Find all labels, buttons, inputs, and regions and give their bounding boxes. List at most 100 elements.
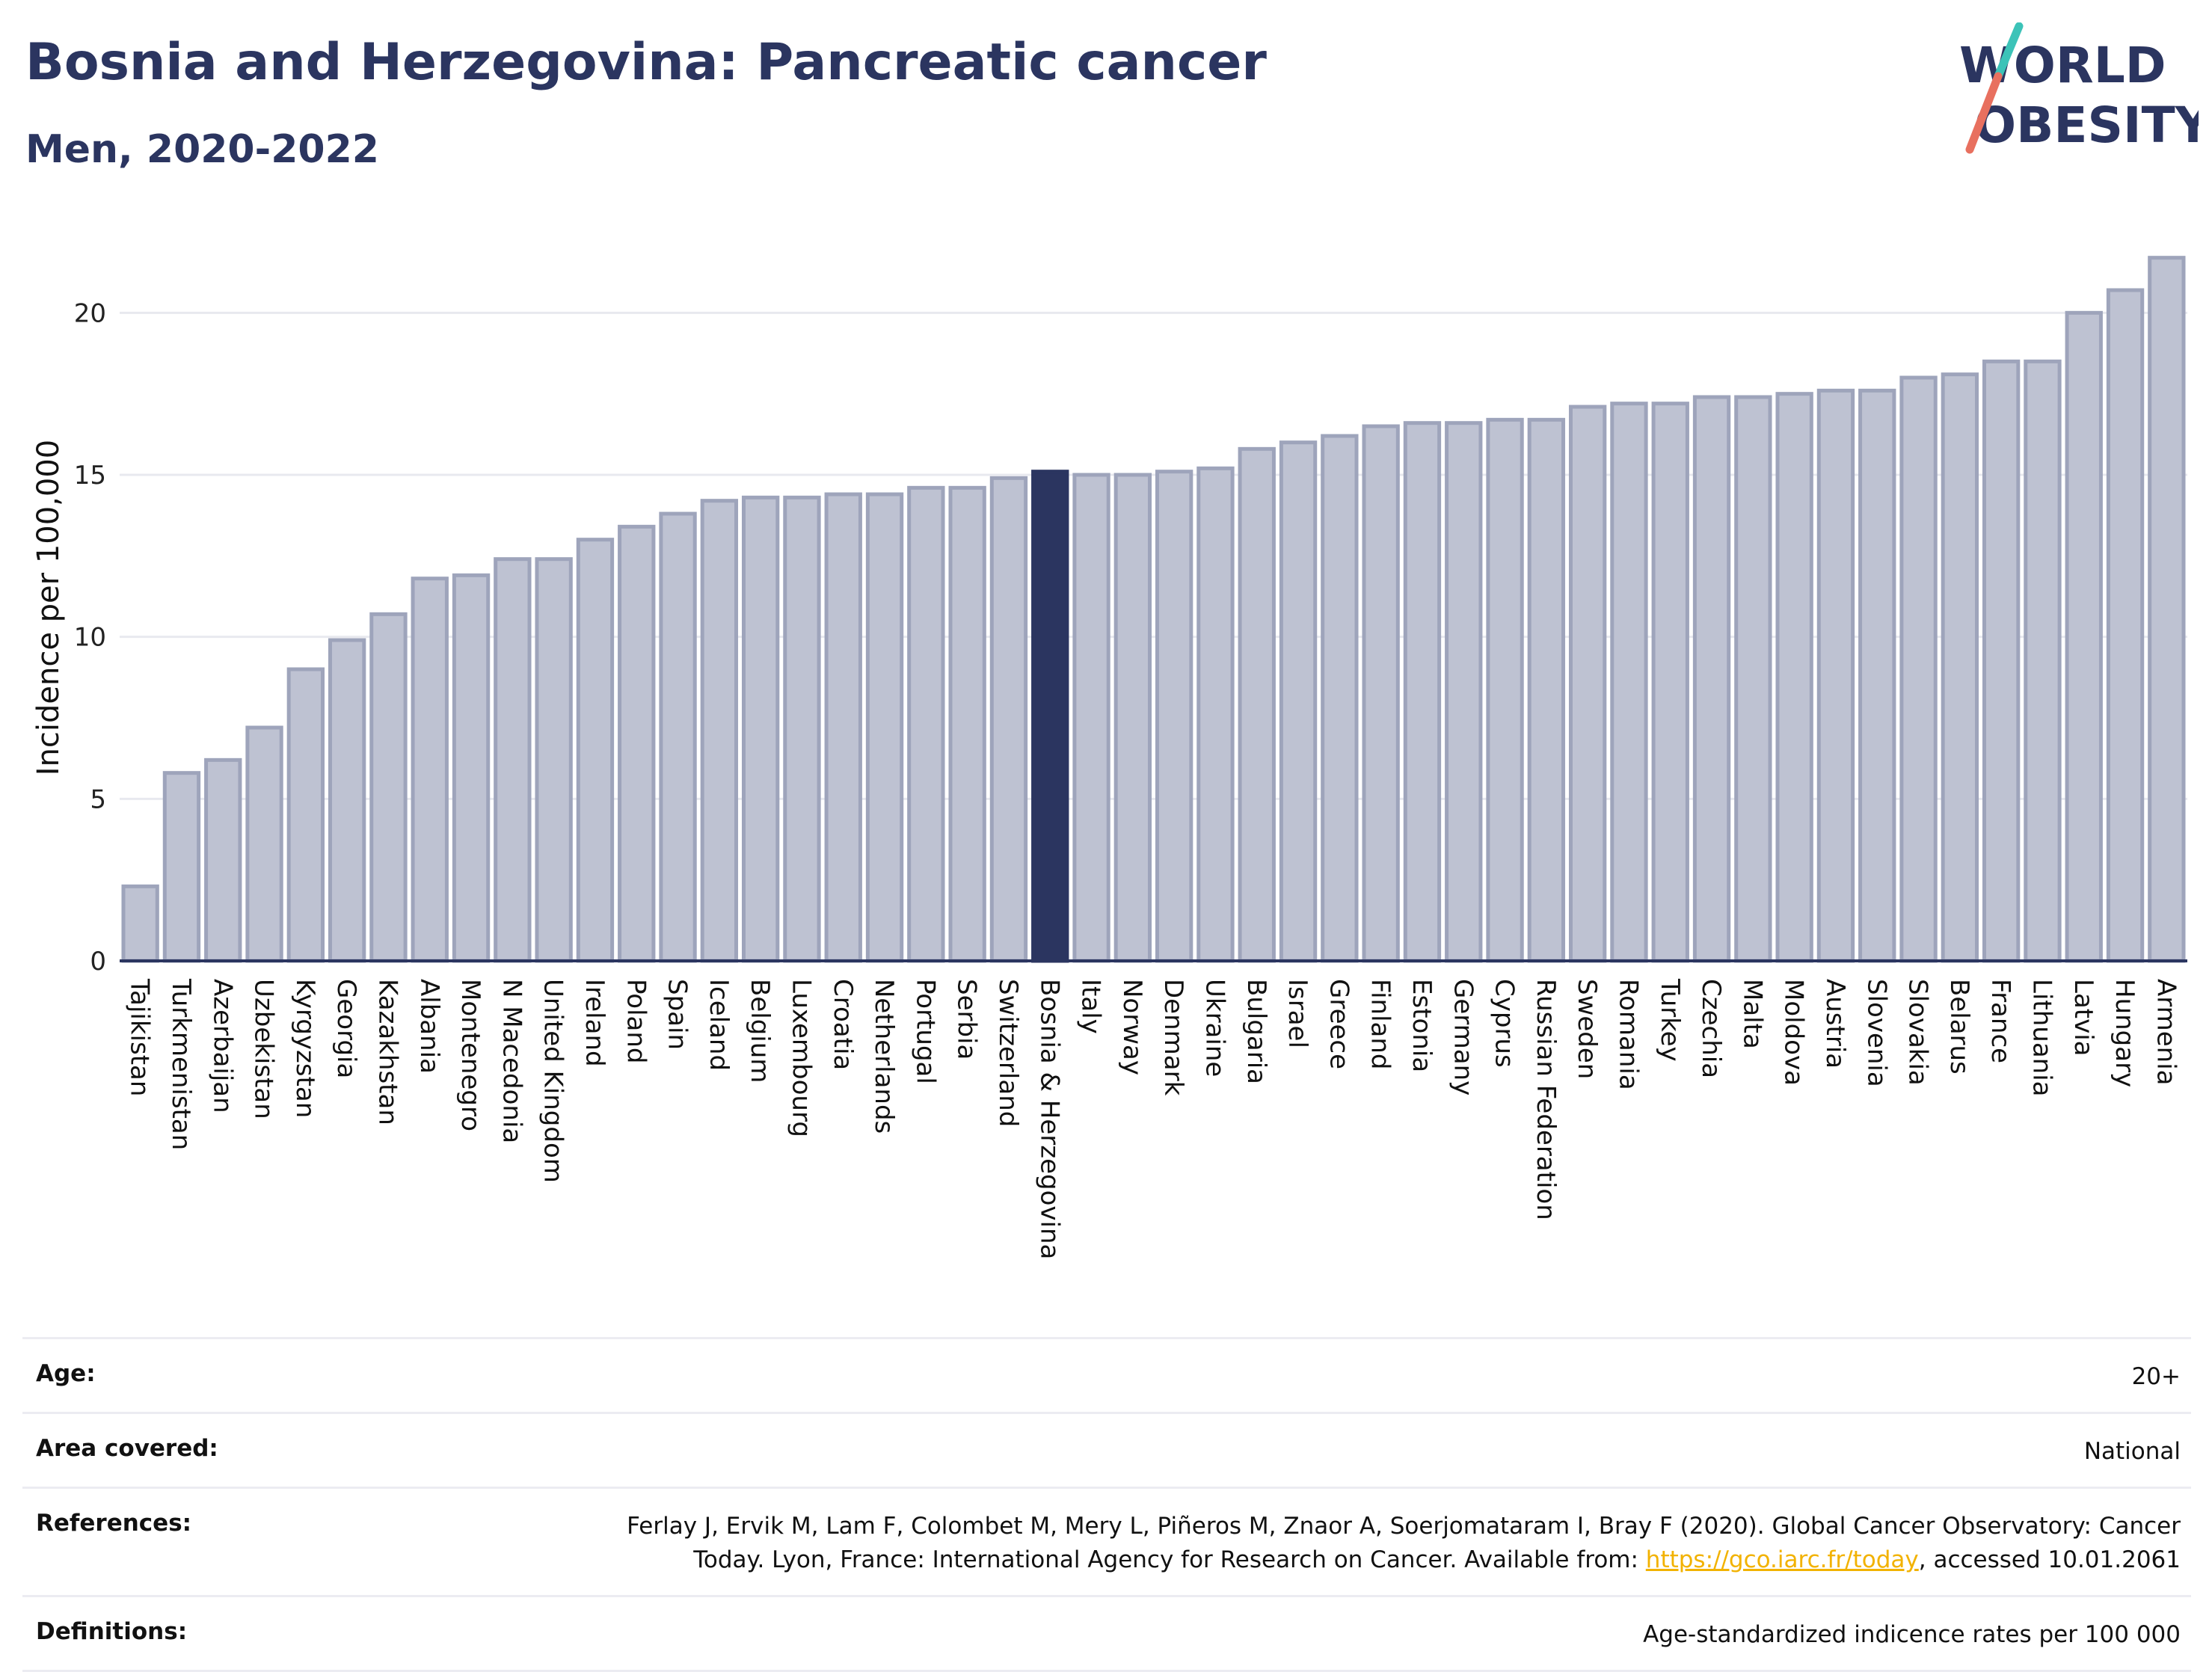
x-tick-label: Belarus (1944, 979, 1974, 1075)
bar (1072, 473, 1110, 963)
bar (1113, 473, 1152, 963)
x-tick-label: Kyrgyzstan (290, 979, 320, 1118)
bar (1982, 359, 2021, 963)
area-label: Area covered: (36, 1434, 218, 1462)
x-tick-label: Ireland (580, 979, 609, 1067)
bar (1321, 434, 1359, 963)
bars (121, 256, 2186, 963)
bar (1858, 388, 1896, 963)
x-tick-label: Belgium (745, 979, 775, 1083)
age-label: Age: (36, 1360, 96, 1387)
x-tick-label: Finland (1365, 979, 1395, 1070)
x-tick-label: Sweden (1572, 979, 1602, 1079)
bar (1734, 395, 1772, 963)
bar (741, 495, 780, 963)
bar (1816, 388, 1855, 963)
references-label: References: (36, 1509, 192, 1537)
bar (494, 557, 532, 963)
x-tick-label: Bulgaria (1241, 979, 1271, 1084)
bar (535, 557, 573, 963)
x-tick-label: Ukraine (1199, 979, 1229, 1077)
info-row-definitions: Definitions: Age-standardized indicence … (22, 1594, 2191, 1672)
bar (1238, 446, 1276, 963)
bar (1610, 402, 1648, 963)
bar (1527, 417, 1566, 963)
x-tick-label: Czechia (1696, 979, 1726, 1078)
bar (824, 492, 862, 963)
bar (1568, 405, 1607, 963)
bar (700, 499, 739, 963)
x-tick-label: Iceland (704, 979, 734, 1071)
x-tick-label: Austria (1820, 979, 1850, 1069)
references-value: Ferlay J, Ervik M, Lam F, Colombet M, Me… (573, 1510, 2181, 1577)
definitions-label: Definitions: (36, 1617, 188, 1645)
bar (2024, 359, 2062, 963)
x-tick-label: Slovakia (1903, 979, 1933, 1086)
x-tick-label: Kazakhstan (372, 979, 402, 1125)
x-tick-label: Croatia (828, 979, 858, 1070)
x-tick-label: United Kingdom (538, 979, 568, 1183)
x-tick-label: Italy (1076, 979, 1106, 1034)
bar (452, 573, 491, 963)
bar (1403, 421, 1442, 963)
bar (1651, 402, 1689, 963)
bar (989, 476, 1028, 963)
bar (2148, 256, 2186, 963)
bar (1155, 470, 1193, 963)
bar-chart: 0 5 10 15 20 Tajikistan Turkmenistan Azerbaija… (31, 256, 2187, 1259)
info-table: Age: 20+ Area covered: National Referenc… (22, 1337, 2191, 1672)
y-axis-ticks: 0 5 10 15 20 (74, 298, 106, 977)
x-tick-label: Azerbaijan (207, 979, 237, 1113)
y-tick-label: 10 (74, 623, 106, 653)
x-tick-label: Switzerland (993, 979, 1023, 1127)
x-tick-label: Montenegro (455, 979, 485, 1131)
bar (1775, 392, 1813, 963)
x-tick-label: Cyprus (1490, 979, 1520, 1068)
reference-link[interactable]: https://gco.iarc.fr/today (1645, 1546, 1919, 1573)
x-tick-label: Bosnia & Herzegovina (1034, 979, 1064, 1259)
bar (2065, 310, 2103, 963)
bar (783, 495, 821, 963)
x-tick-label: Moldova (1779, 979, 1809, 1086)
x-tick-label: Malta (1737, 979, 1767, 1049)
y-axis-label: Incidence per 100,000 (31, 440, 66, 776)
bar (1196, 466, 1235, 963)
bar (1941, 372, 1979, 963)
y-tick-label: 15 (74, 461, 106, 491)
bar (865, 492, 904, 963)
x-tick-label: Romania (1613, 979, 1643, 1090)
bar (204, 757, 242, 963)
x-tick-label: Lithuania (2027, 979, 2056, 1096)
bar (2106, 288, 2145, 963)
bar (618, 524, 656, 963)
bar (286, 667, 325, 963)
x-tick-label: Latvia (2068, 979, 2098, 1057)
x-tick-label: Netherlands (869, 979, 899, 1134)
x-tick-label: Uzbekistan (249, 979, 279, 1119)
x-tick-label: Greece (1324, 979, 1354, 1069)
bar (948, 485, 986, 963)
chart-subtitle: Men, 2020-2022 (25, 127, 379, 172)
x-axis-labels: Tajikistan Turkmenistan Azerbaijan Uzbekist… (125, 978, 2181, 1259)
x-tick-label: Portugal (910, 979, 940, 1084)
age-value: 20+ (2131, 1363, 2181, 1390)
bar (162, 771, 201, 963)
bar (1445, 421, 1483, 963)
x-tick-label: Germany (1448, 979, 1478, 1095)
bar (1279, 440, 1318, 963)
bar (907, 485, 945, 963)
x-tick-label: Albania (414, 979, 444, 1074)
x-tick-label: Russian Federation (1531, 979, 1561, 1220)
info-row-area: Area covered: National (22, 1411, 2191, 1487)
x-tick-label: Serbia (952, 979, 982, 1060)
x-tick-label: Turkmenistan (166, 978, 196, 1150)
x-tick-label: Israel (1282, 979, 1312, 1048)
references-text: Ferlay J, Ervik M, Lam F, Colombet M, Me… (627, 1512, 2181, 1573)
bar (659, 511, 697, 963)
bar (411, 577, 449, 963)
bar-highlight (1031, 470, 1069, 963)
bar (576, 538, 615, 963)
bar (121, 884, 159, 963)
y-tick-label: 0 (90, 947, 106, 977)
references-accessed: , accessed 10.01.2061 (1918, 1546, 2181, 1573)
